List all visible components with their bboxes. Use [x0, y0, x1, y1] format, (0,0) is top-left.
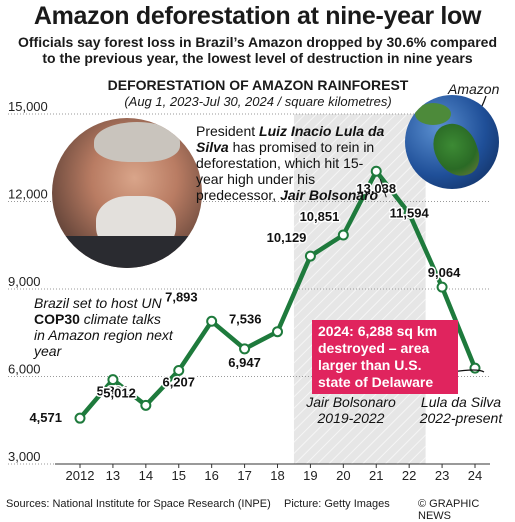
data-label: 11,594: [390, 205, 430, 220]
data-label: 13,038: [356, 181, 396, 196]
y-tick-label: 15,000: [8, 99, 48, 114]
era-bolsonaro-name: Jair Bolsonaro: [306, 394, 396, 410]
lula-name: Luiz Inacio Lula da Silva: [196, 123, 385, 155]
x-tick-label: 14: [139, 468, 153, 483]
era-lula-years: 2022-present: [419, 410, 503, 426]
y-tick-label: 3,000: [8, 449, 41, 464]
x-tick-label: 22: [402, 468, 416, 483]
x-tick-label: 23: [435, 468, 449, 483]
data-point: [403, 207, 415, 219]
page-title: Amazon deforestation at nine-year low: [33, 2, 482, 30]
data-label: 9,064: [428, 265, 461, 280]
data-point: [304, 250, 316, 262]
lula-text-pre: President: [196, 123, 260, 139]
data-point: [140, 399, 152, 411]
data-label: 6,207: [162, 374, 195, 389]
highlight-callout: 2024: 6,288 sq km destroyed – area large…: [312, 320, 458, 394]
x-tick-label: 24: [468, 468, 482, 483]
era-lula-name: Lula da Silva: [420, 394, 502, 410]
footer-credit: © GRAPHIC NEWS: [418, 498, 480, 522]
x-tick-label: 15: [172, 468, 186, 483]
subtitle-line-2: to the previous year, the lowest level o…: [42, 50, 473, 66]
x-tick-label: 17: [237, 468, 251, 483]
data-point: [337, 229, 349, 241]
cop-name: COP30: [34, 311, 80, 327]
data-point: [107, 374, 119, 386]
x-tick-label: 20: [336, 468, 350, 483]
y-tick-label: 12,000: [8, 187, 48, 202]
data-label: 4,571: [29, 410, 62, 425]
x-tick-label: 19: [303, 468, 317, 483]
globe-land-north: [415, 103, 451, 125]
data-point: [469, 362, 481, 374]
data-point: [370, 165, 382, 177]
data-label: 5,891: [97, 384, 130, 399]
chart-subtitle: (Aug 1, 2023-Jul 30, 2024 / square kilom…: [124, 94, 392, 109]
portrait-suit: [52, 236, 202, 268]
portrait-hair: [94, 122, 180, 162]
data-label: 10,851: [300, 209, 340, 224]
cop30-annotation: Brazil set to host UN COP30 climate talk…: [34, 295, 174, 359]
portrait-photo: [52, 118, 202, 268]
globe-land-south-america: [427, 117, 485, 183]
x-tick-label: 2012: [66, 468, 95, 483]
peak-pointer: [379, 179, 387, 198]
x-tick-label: 18: [270, 468, 284, 483]
chart-title: DEFORESTATION OF AMAZON RAINFOREST: [107, 77, 409, 93]
data-point: [239, 343, 251, 355]
data-point: [74, 412, 86, 424]
era-bolsonaro-years: 2019-2022: [317, 410, 385, 426]
x-tick-label: 21: [369, 468, 383, 483]
data-label: 7,893: [165, 289, 198, 304]
globe-icon: [405, 95, 499, 189]
y-tick-label: 9,000: [8, 274, 41, 289]
data-label: 10,129: [267, 230, 307, 245]
data-point: [173, 364, 185, 376]
cop-text-post: climate talks in Amazon region next year: [34, 311, 173, 359]
data-point: [206, 315, 218, 327]
page-subtitle: Officials say forest loss in Brazil’s Am…: [0, 34, 515, 66]
x-tick-label: 13: [106, 468, 120, 483]
x-tick-label: 16: [204, 468, 218, 483]
footer-sources: Sources: National Institute for Space Re…: [6, 498, 271, 510]
era-lula: Lula da Silva 2022-present: [415, 394, 507, 426]
lula-text-mid: has promised to rein in deforestation, w…: [196, 139, 375, 203]
cop-text-pre: Brazil set to host UN: [34, 295, 162, 311]
data-point: [272, 326, 283, 338]
era-bolsonaro: Jair Bolsonaro 2019-2022: [305, 394, 397, 426]
footer-picture: Picture: Getty Images: [284, 498, 390, 510]
subtitle-line-1: Officials say forest loss in Brazil’s Am…: [18, 34, 497, 50]
data-label: 5,012: [103, 385, 136, 400]
globe-label: Amazon: [448, 81, 500, 97]
data-label: 7,536: [229, 312, 262, 327]
bolsonaro-name: Jair Bolsonaro: [280, 187, 379, 203]
y-tick-label: 6,000: [8, 362, 41, 377]
data-point: [436, 281, 448, 293]
data-label: 6,947: [228, 355, 261, 370]
lula-annotation: President Luiz Inacio Lula da Silva has …: [196, 123, 386, 203]
